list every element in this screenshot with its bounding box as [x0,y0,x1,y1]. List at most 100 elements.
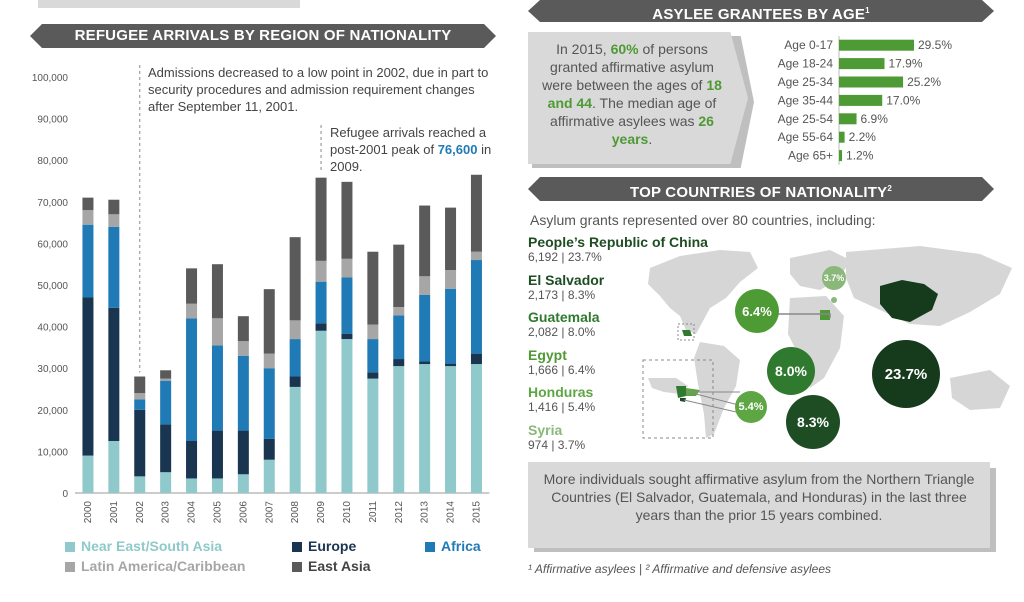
bar-segment [108,441,120,493]
inset-el-salvador-shape [680,398,686,402]
age-value-label: 1.2% [846,149,874,163]
age-label: Age 18-24 [778,57,834,71]
bar-segment [445,207,457,271]
x-tick-label: 2008 [290,501,301,524]
legend-item: Latin America/Caribbean [65,558,245,574]
annotation-2009-pre: Refugee arrivals reached a post-2001 pea… [330,125,487,157]
bar-segment [289,237,301,321]
egypt-connector [770,313,831,318]
bar-segment [393,366,405,493]
bar-segment [315,177,327,261]
age-banner-sup: 1 [865,6,870,15]
country-bubble-label: 3.7% [823,273,845,283]
bar-segment [134,409,146,477]
country-bubble: 5.4% [735,391,767,423]
world-map [648,246,1012,438]
legend-item: Near East/South Asia [65,538,222,554]
age-callout-mid2: . The median age of affirmative asylees … [550,95,717,129]
y-tick-label: 30,000 [37,364,68,375]
bar-segment [134,399,146,410]
age-label: Age 55-64 [778,130,834,144]
bar-segment [470,251,482,261]
age-label: Age 65+ [788,149,833,163]
bar-segment [82,297,94,456]
x-tick-label: 2006 [238,501,249,524]
bar-segment [108,214,120,227]
age-bar [839,94,883,106]
legend-label: Latin America/Caribbean [81,558,246,574]
bar-segment [134,376,146,394]
countries-banner-sup: 2 [887,184,892,193]
age-callout: In 2015, 60% of persons granted affirmat… [528,32,748,164]
bar-segment [108,199,120,215]
age-banner: ASYLEE GRANTEES BY AGE1 [528,0,994,22]
central-america-inset [642,359,740,439]
age-label: Age 25-54 [778,112,834,126]
age-bar [839,76,904,88]
y-tick-label: 0 [62,489,68,500]
bar-segment [419,276,431,295]
countries-banner: TOP COUNTRIES OF NATIONALITY2 [528,177,994,201]
legend-swatch [292,562,302,573]
country-name: Egypt [528,346,567,363]
country-entry: El Salvador 2,173 | 8.3% [528,272,604,302]
bar-segment [186,441,198,479]
x-tick-label: 2012 [394,501,405,524]
legend-swatch [292,542,302,553]
age-bar [839,113,857,125]
refugee-banner-title: REFUGEE ARRIVALS BY REGION OF NATIONALIT… [74,27,452,44]
legend-label: East Asia [308,558,371,574]
bar-segment [445,270,457,289]
country-bubble: 8.0% [767,347,815,395]
age-banner-title: ASYLEE GRANTEES BY AGE [652,6,866,23]
bar-segment [82,210,94,225]
country-bubble-label: 23.7% [884,365,928,383]
bar-segment [237,474,249,493]
legend-item: Africa [425,538,481,554]
country-bubble: 6.4% [735,289,779,333]
bar-segment [186,478,198,493]
countries-callout-text: More individuals sought affirmative asyl… [543,471,975,523]
refugee-banner: REFUGEE ARRIVALS BY REGION OF NATIONALIT… [30,24,496,48]
age-callout-text: In 2015, 60% of persons granted affirmat… [528,32,748,148]
bar-segment [108,226,120,308]
bar-segment [263,438,275,460]
bar-segment [289,339,301,377]
age-label: Age 25-34 [778,75,834,89]
country-name: People’s Republic of China [528,234,708,250]
x-tick-label: 2009 [316,501,327,524]
bar-segment [263,289,275,354]
bar-segment [134,476,146,493]
country-name: Honduras [528,384,594,400]
annotation-2002: Admissions decreased to a low point in 2… [148,64,498,115]
legend-item: Europe [292,538,356,554]
bar-segment [160,378,172,381]
bar-segment [341,181,353,259]
country-entry: People’s Republic of China 6,192 | 23.7% [528,234,708,264]
inset-guatemala-shape [676,386,686,398]
legend-swatch [425,542,435,553]
north-america-shape [648,250,758,334]
bar-segment [263,459,275,493]
countries-callout: More individuals sought affirmative asyl… [528,462,990,548]
age-value-label: 25.2% [907,75,941,89]
central-america-small [677,323,695,341]
bar-segment [367,324,379,340]
age-callout-mid1: of persons granted affirmative asylum we… [542,41,714,93]
age-value-label: 6.9% [861,112,889,126]
age-value-label: 2.2% [849,130,877,144]
x-tick-label: 2002 [135,501,146,524]
bar-segment [237,341,249,356]
y-tick-label: 10,000 [37,447,68,458]
age-chart: Age 0-17 29.5% Age 18-24 17.9% Age 25-34 25.2… [756,36,996,166]
country-name: Guatemala [528,309,600,325]
bar-segment [470,364,482,493]
bar-segment [82,455,94,493]
x-tick-label: 2005 [212,501,223,524]
country-bubble: 23.7% [872,340,940,408]
bar-segment [237,430,249,475]
bar-segment [186,318,198,441]
bar-segment [160,472,172,493]
x-tick-label: 2004 [187,501,198,524]
legend-label: Africa [441,538,481,554]
